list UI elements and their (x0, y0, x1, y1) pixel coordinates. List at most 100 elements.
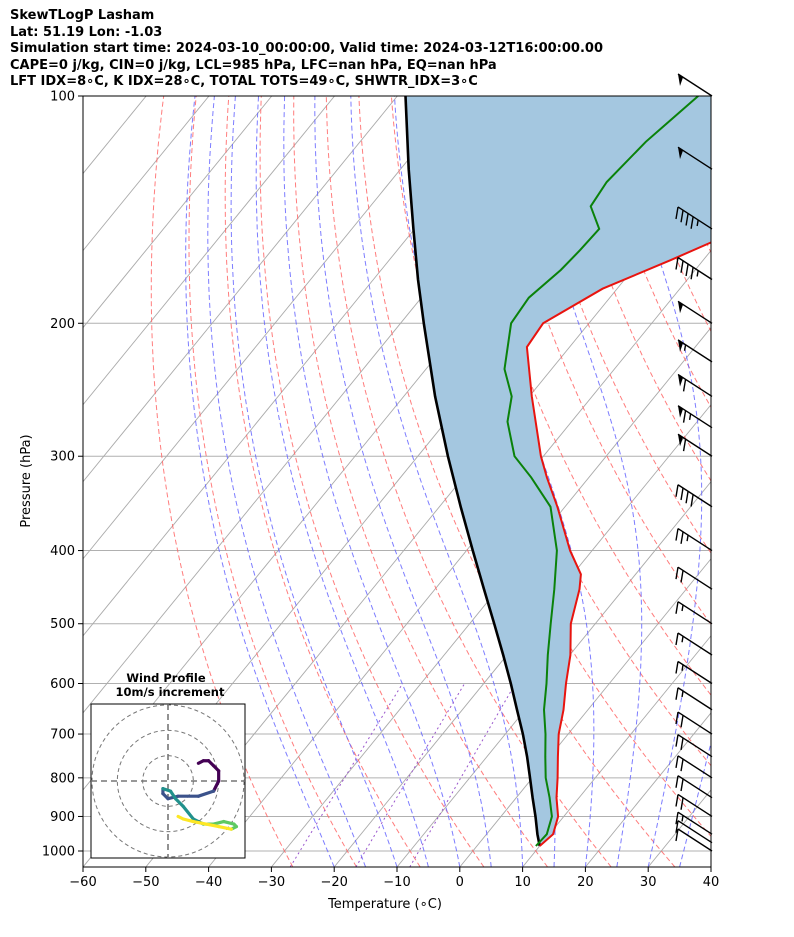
wind-barb (675, 755, 713, 779)
wind-barb (675, 775, 713, 799)
isotherm-line (522, 635, 711, 867)
isotherm-line (459, 558, 711, 867)
wind-barb (675, 711, 713, 735)
hodograph-subtitle: 10m/s increment (116, 685, 225, 699)
wind-barb (677, 146, 713, 170)
x-tick-label: 10 (514, 875, 531, 890)
wind-barb (677, 405, 713, 429)
wind-barb (675, 527, 713, 552)
x-tick-label: −20 (320, 875, 347, 890)
moist-adiabat (518, 96, 643, 867)
moist-adiabat (255, 96, 429, 867)
figure-header: SkewTLogP Lasham Lat: 51.19 Lon: -1.03 S… (10, 8, 603, 91)
wind-barb (677, 300, 713, 324)
moist-adiabat (207, 96, 367, 867)
isotherm-line (83, 96, 273, 329)
dry-adiabat (488, 96, 711, 626)
hodograph-trace-segment (181, 817, 195, 824)
isotherm-line (271, 326, 711, 867)
y-tick-label: 500 (50, 617, 75, 632)
hodograph-title: Wind Profile (126, 671, 206, 685)
wind-barb (675, 256, 713, 281)
hodograph-trace-segment (217, 824, 233, 831)
hodograph-trace-segment (174, 797, 185, 808)
wind-barb (677, 73, 713, 97)
y-tick-label: 1000 (42, 845, 75, 860)
x-tick-label: −40 (195, 875, 222, 890)
hodograph-trace-segment (212, 819, 226, 826)
header-location: Lat: 51.19 Lon: -1.03 (10, 24, 163, 40)
moist-adiabat (350, 96, 524, 867)
header-indices: LFT IDX=8∘C, K IDX=28∘C, TOTAL TOTS=49∘C… (10, 74, 478, 90)
x-tick-label: −10 (383, 875, 410, 890)
wind-barb (675, 734, 713, 758)
wind-barb (675, 632, 713, 656)
y-tick-label: 800 (50, 771, 75, 786)
isotherm-line (585, 712, 711, 867)
isotherm-line (83, 96, 210, 252)
x-axis-label: Temperature (∘C) (327, 897, 442, 912)
moist-adiabat (710, 865, 711, 867)
header-stability: CAPE=0 j/kg, CIN=0 j/kg, LCL=985 hPa, LF… (10, 57, 497, 73)
dewpoint-profile-line (503, 96, 699, 847)
moist-adiabat (610, 96, 703, 867)
header-station: SkewTLogP Lasham (10, 8, 155, 23)
wind-barb (675, 687, 713, 711)
x-tick-label: 40 (703, 875, 720, 890)
hodograph-trace-segment (181, 804, 195, 821)
hodograph-plot (91, 704, 245, 858)
isotherm-line (333, 403, 711, 867)
wind-barb (675, 660, 713, 685)
y-tick-label: 900 (50, 810, 75, 825)
wind-barb (675, 601, 713, 625)
wind-barb (677, 433, 713, 457)
isotherm-line (83, 96, 84, 98)
isotherm-line (83, 96, 461, 560)
wind-barb (675, 206, 713, 230)
dry-adiabat (749, 96, 794, 867)
moist-adiabat (314, 96, 492, 867)
x-tick-label: −50 (132, 875, 159, 890)
wind-barb (675, 566, 713, 590)
hodograph-trace-segment (176, 814, 185, 821)
y-axis-label: Pressure (hPa) (19, 434, 34, 527)
dry-adiabat (521, 96, 711, 554)
x-tick-label: −60 (69, 875, 96, 890)
isotherm-line (710, 866, 711, 867)
wind-barb (675, 828, 713, 852)
dry-adiabat (150, 96, 294, 867)
wind-barb (675, 793, 713, 818)
wind-barb (675, 811, 713, 835)
mixing-ratio-line (355, 683, 466, 867)
y-tick-label: 400 (50, 544, 75, 559)
hodograph-trace-segment (222, 819, 236, 826)
x-tick-label: −30 (258, 875, 285, 890)
temperature-profile-line (525, 241, 711, 847)
wind-barb (677, 373, 713, 398)
y-tick-label: 700 (50, 728, 75, 743)
dry-adiabat (259, 96, 485, 867)
x-tick-label: 30 (640, 875, 657, 890)
wind-barb (675, 820, 713, 844)
wind-barb (677, 339, 713, 363)
mixing-ratio-line (289, 683, 404, 867)
header-times: Simulation start time: 2024-03-10_00:00:… (10, 41, 603, 57)
dry-adiabat (358, 96, 676, 867)
hodograph-trace-segment (212, 779, 221, 793)
isotherm-line (83, 96, 335, 406)
x-tick-label: 20 (577, 875, 594, 890)
moist-adiabat (230, 96, 398, 867)
parcel-profile-line (404, 96, 541, 847)
isotherm-line (774, 96, 794, 867)
moist-adiabat (185, 96, 335, 867)
wind-barb (675, 484, 713, 508)
hodograph-trace-segment (191, 819, 208, 826)
isotherm-line (396, 481, 711, 867)
dry-adiabat (224, 96, 421, 867)
dry-adiabat (782, 96, 794, 867)
moist-adiabat (283, 96, 461, 867)
y-tick-label: 600 (50, 677, 75, 692)
parcel-area-shading (405, 96, 711, 846)
dry-adiabat (293, 96, 549, 867)
